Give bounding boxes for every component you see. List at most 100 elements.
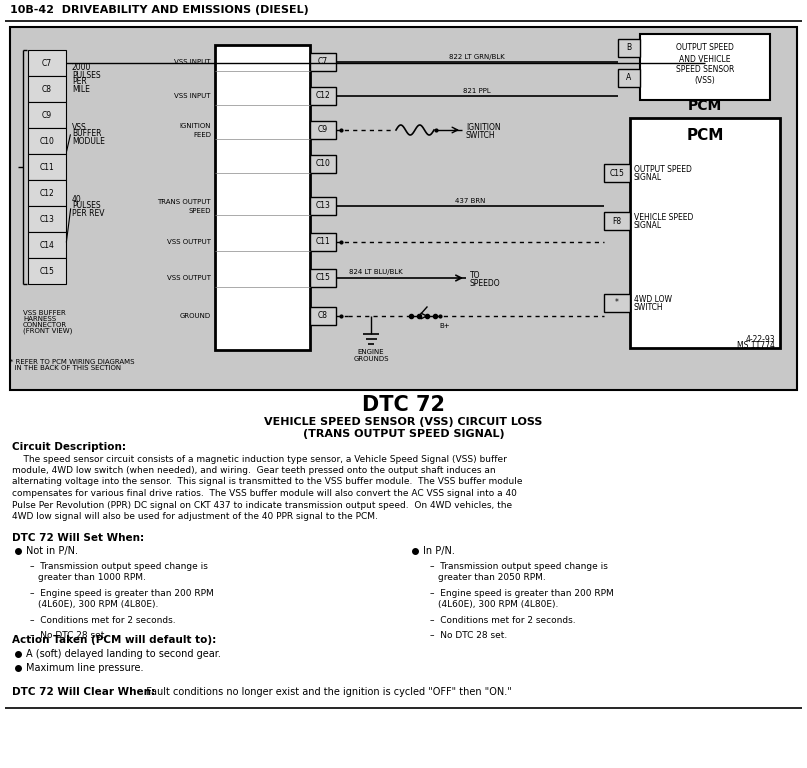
Bar — [310, 87, 336, 105]
Text: SPEED: SPEED — [189, 208, 211, 214]
Text: C11: C11 — [40, 163, 54, 171]
Bar — [618, 39, 640, 57]
Text: –  No DTC 28 set.: – No DTC 28 set. — [30, 631, 107, 641]
Text: DTC 72 Will Clear When:: DTC 72 Will Clear When: — [12, 687, 155, 697]
Bar — [28, 180, 66, 206]
Text: Maximum line pressure.: Maximum line pressure. — [26, 663, 144, 673]
Text: ENGINE: ENGINE — [358, 349, 384, 355]
Bar — [604, 164, 630, 182]
Text: module, 4WD low switch (when needed), and wiring.  Gear teeth pressed onto the o: module, 4WD low switch (when needed), an… — [12, 466, 495, 475]
Text: –  No DTC 28 set.: – No DTC 28 set. — [430, 631, 508, 641]
Bar — [604, 212, 630, 230]
Text: OUTPUT SPEED: OUTPUT SPEED — [676, 44, 734, 52]
Bar — [310, 307, 336, 325]
Text: 4WD low signal will also be used for adjustment of the 40 PPR signal to the PCM.: 4WD low signal will also be used for adj… — [12, 512, 378, 521]
Text: greater than 2050 RPM.: greater than 2050 RPM. — [438, 574, 546, 582]
Text: VSS BUFFER: VSS BUFFER — [23, 310, 65, 316]
Bar — [618, 69, 640, 87]
Text: C15: C15 — [316, 273, 330, 283]
Text: TRANS OUTPUT: TRANS OUTPUT — [157, 199, 211, 205]
Text: SWITCH: SWITCH — [466, 131, 495, 141]
Text: C15: C15 — [40, 266, 54, 276]
Text: The speed sensor circuit consists of a magnetic induction type sensor, a Vehicle: The speed sensor circuit consists of a m… — [12, 455, 507, 464]
Text: (4L60E), 300 RPM (4L80E).: (4L60E), 300 RPM (4L80E). — [438, 601, 558, 610]
Bar — [640, 34, 770, 100]
Bar — [28, 258, 66, 284]
Bar — [28, 154, 66, 180]
Text: F8: F8 — [613, 217, 621, 226]
Text: (4L60E), 300 RPM (4L80E).: (4L60E), 300 RPM (4L80E). — [38, 601, 158, 610]
Text: C9: C9 — [318, 125, 328, 134]
Text: Not in P/N.: Not in P/N. — [26, 546, 78, 556]
Bar — [28, 232, 66, 258]
Text: CONNECTOR: CONNECTOR — [23, 322, 67, 328]
Text: GROUND: GROUND — [180, 313, 211, 319]
Text: 40: 40 — [72, 194, 82, 204]
Text: VSS INPUT: VSS INPUT — [174, 93, 211, 99]
Text: FEED: FEED — [193, 132, 211, 138]
Text: B: B — [626, 44, 632, 52]
Text: –  Transmission output speed change is: – Transmission output speed change is — [430, 562, 608, 571]
Bar — [28, 76, 66, 102]
Text: C8: C8 — [42, 84, 52, 94]
Text: SWITCH: SWITCH — [634, 303, 663, 313]
Text: (VSS): (VSS) — [695, 77, 715, 85]
Text: C7: C7 — [42, 58, 52, 68]
Bar — [215, 45, 310, 350]
Text: PULSES: PULSES — [72, 71, 101, 80]
Text: VEHICLE SPEED: VEHICLE SPEED — [634, 213, 693, 221]
Bar — [310, 155, 336, 173]
Text: A (soft) delayed landing to second gear.: A (soft) delayed landing to second gear. — [26, 649, 221, 659]
Text: GROUNDS: GROUNDS — [353, 356, 389, 362]
Bar — [28, 50, 66, 76]
Text: alternating voltage into the sensor.  This signal is transmitted to the VSS buff: alternating voltage into the sensor. Thi… — [12, 478, 522, 486]
Text: 4-22-93: 4-22-93 — [746, 336, 775, 345]
Text: Fault conditions no longer exist and the ignition is cycled "OFF" then "ON.": Fault conditions no longer exist and the… — [140, 687, 512, 697]
Text: TO: TO — [470, 270, 480, 280]
Text: MS 11774: MS 11774 — [737, 342, 775, 350]
Bar — [630, 118, 780, 348]
Text: C10: C10 — [316, 160, 330, 168]
Text: IGNITION: IGNITION — [466, 123, 500, 131]
Text: SIGNAL: SIGNAL — [634, 174, 662, 183]
Text: MILE: MILE — [72, 84, 90, 94]
Text: PCM: PCM — [686, 128, 724, 144]
Text: (FRONT VIEW): (FRONT VIEW) — [23, 328, 73, 334]
Text: MODULE: MODULE — [72, 137, 105, 145]
Text: In P/N.: In P/N. — [423, 546, 455, 556]
Text: SPEEDO: SPEEDO — [470, 280, 500, 289]
Text: 437 BRN: 437 BRN — [455, 198, 485, 204]
Bar — [310, 197, 336, 215]
Text: IGNITION: IGNITION — [179, 123, 211, 129]
Text: –  Engine speed is greater than 200 RPM: – Engine speed is greater than 200 RPM — [430, 589, 614, 598]
Text: *: * — [615, 299, 619, 307]
Bar — [28, 206, 66, 232]
Text: VEHICLE SPEED SENSOR (VSS) CIRCUIT LOSS: VEHICLE SPEED SENSOR (VSS) CIRCUIT LOSS — [265, 417, 542, 427]
Text: DTC 72 Will Set When:: DTC 72 Will Set When: — [12, 533, 144, 543]
Text: 2000: 2000 — [72, 64, 91, 72]
Text: VSS OUTPUT: VSS OUTPUT — [167, 239, 211, 245]
Text: –  Engine speed is greater than 200 RPM: – Engine speed is greater than 200 RPM — [30, 589, 214, 598]
Text: compensates for various final drive ratios.  The VSS buffer module will also con: compensates for various final drive rati… — [12, 489, 516, 498]
Text: C7: C7 — [318, 58, 328, 67]
Text: A: A — [626, 74, 632, 82]
Text: C13: C13 — [316, 201, 330, 210]
Text: C8: C8 — [318, 312, 328, 320]
Bar — [10, 27, 797, 390]
Text: PULSES: PULSES — [72, 201, 101, 210]
Text: C11: C11 — [316, 237, 330, 247]
Text: C12: C12 — [40, 188, 54, 197]
Bar — [310, 233, 336, 251]
Text: IN THE BACK OF THIS SECTION: IN THE BACK OF THIS SECTION — [10, 365, 121, 371]
Text: C14: C14 — [40, 240, 54, 250]
Text: VSS INPUT: VSS INPUT — [174, 59, 211, 65]
Text: 4WD LOW: 4WD LOW — [634, 294, 672, 303]
Text: C15: C15 — [609, 168, 625, 177]
Text: * REFER TO PCM WIRING DIAGRAMS: * REFER TO PCM WIRING DIAGRAMS — [10, 359, 135, 365]
Text: VSS: VSS — [72, 123, 86, 131]
Text: BUFFER: BUFFER — [72, 130, 102, 138]
Bar — [28, 128, 66, 154]
Text: –  Conditions met for 2 seconds.: – Conditions met for 2 seconds. — [30, 616, 176, 625]
Text: –  Transmission output speed change is: – Transmission output speed change is — [30, 562, 208, 571]
Bar — [310, 269, 336, 287]
